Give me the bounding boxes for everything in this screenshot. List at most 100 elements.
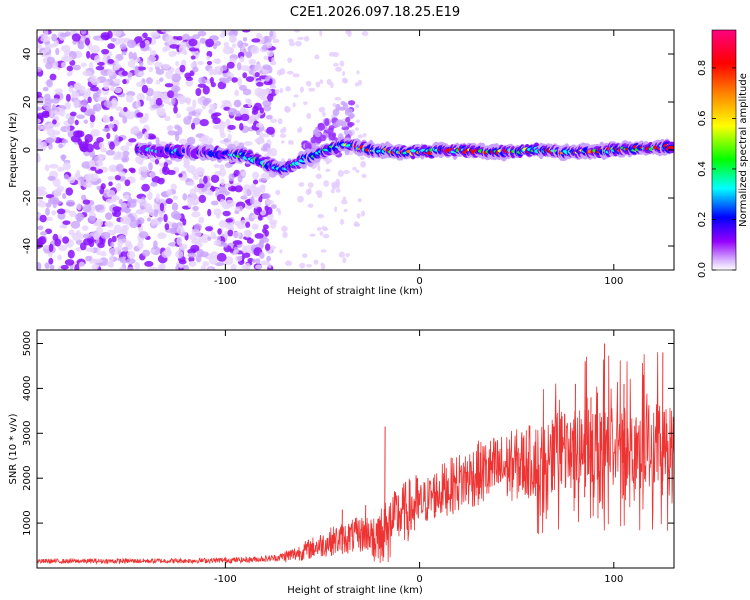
noise-cell (190, 244, 200, 252)
spectrogram-heatmap (37, 30, 674, 270)
noise-cell (263, 80, 273, 86)
noise-cell (135, 100, 141, 109)
noise-cell (109, 115, 114, 122)
noise-cell (82, 180, 93, 188)
noise-cell (145, 77, 153, 85)
noise-cell (128, 51, 134, 60)
noise-cell (126, 242, 133, 250)
noise-cell (87, 215, 96, 224)
noise-cell (192, 34, 201, 40)
snr-spike (574, 383, 576, 498)
noise-cell (169, 44, 180, 49)
chart-title: C2E1.2026.097.18.25.E19 (290, 5, 460, 20)
noise-cell (298, 182, 305, 187)
noise-cell (342, 196, 347, 201)
noise-cell (334, 206, 338, 213)
noise-cell (240, 113, 250, 122)
noise-cell (330, 81, 334, 89)
noise-cell (90, 129, 101, 137)
noise-cell (306, 112, 312, 120)
noise-cell (61, 154, 66, 162)
noise-cell (141, 183, 150, 192)
noise-cell (162, 63, 171, 70)
noise-cell (135, 198, 145, 204)
noise-cell (82, 70, 93, 77)
noise-cell (266, 147, 270, 154)
noise-cell (74, 263, 80, 270)
noise-cell (80, 106, 87, 113)
x-tick-label: -100 (214, 574, 237, 585)
noise-cell (341, 199, 348, 205)
noise-cell (331, 183, 337, 191)
noise-cell (86, 50, 91, 59)
noise-cell (206, 55, 211, 61)
noise-cell (60, 264, 69, 270)
noise-cell (358, 79, 362, 86)
noise-cell (233, 249, 239, 254)
noise-cell (80, 30, 87, 35)
noise-cell (136, 132, 143, 139)
noise-cell (265, 199, 274, 205)
noise-cell (262, 133, 270, 138)
noise-cell (342, 70, 346, 77)
noise-cell (121, 224, 130, 232)
noise-cell (357, 134, 363, 139)
noise-cell (38, 235, 47, 245)
noise-cell (42, 86, 49, 92)
noise-cell (173, 87, 178, 97)
noise-cell (64, 259, 75, 266)
colorbar: 0.0 0.2 0.4 0.6 0.8 Normalized spectral ampl… (697, 29, 749, 278)
noise-cell (178, 259, 187, 265)
noise-cell (355, 127, 360, 131)
noise-cell (213, 163, 220, 168)
noise-cell (114, 87, 123, 94)
noise-cell (198, 76, 206, 84)
noise-cell (121, 70, 128, 76)
noise-cell (40, 231, 48, 236)
noise-cell (252, 188, 261, 197)
noise-cell (95, 65, 105, 71)
noise-cell (212, 43, 217, 50)
noise-cell (197, 61, 205, 66)
noise-cell (107, 123, 115, 129)
noise-cell (154, 61, 163, 68)
noise-cell (290, 140, 294, 145)
noise-cell (309, 233, 316, 237)
noise-cell (52, 119, 57, 125)
noise-cell (242, 72, 248, 79)
noise-cell (245, 51, 252, 59)
noise-cell (219, 198, 225, 206)
noise-cell (234, 116, 243, 121)
noise-cell (37, 112, 47, 118)
noise-cell (159, 202, 165, 212)
noise-cell (53, 188, 62, 197)
noise-cell (84, 134, 93, 143)
noise-cell (126, 71, 133, 78)
noise-cell (123, 194, 130, 200)
noise-cell (52, 178, 61, 187)
noise-cell (175, 60, 180, 67)
noise-cell (293, 30, 301, 33)
snr-panel: -100 0 100 1000 2000 3000 4000 5000 Height of s… (8, 329, 675, 596)
noise-cell (51, 104, 57, 111)
noise-cell (157, 232, 167, 240)
noise-cell (303, 35, 310, 42)
noise-cell (195, 113, 200, 119)
noise-cell (75, 169, 81, 177)
noise-cell (85, 143, 94, 153)
noise-cell (221, 30, 226, 36)
noise-cell (272, 38, 280, 44)
x-tick-label: 0 (416, 276, 422, 287)
spectrogram-ylabel: Frequency (Hz) (8, 112, 19, 188)
noise-cell (187, 199, 193, 209)
noise-cell (136, 93, 145, 102)
noise-cell (150, 31, 160, 37)
noise-cell (235, 255, 243, 262)
y-tick-label: 40 (22, 48, 33, 61)
noise-cell (76, 114, 85, 120)
noise-cell (316, 227, 322, 231)
noise-cell (77, 40, 84, 49)
noise-cell (197, 83, 207, 88)
noise-cell (251, 214, 260, 219)
noise-cell (100, 231, 111, 239)
